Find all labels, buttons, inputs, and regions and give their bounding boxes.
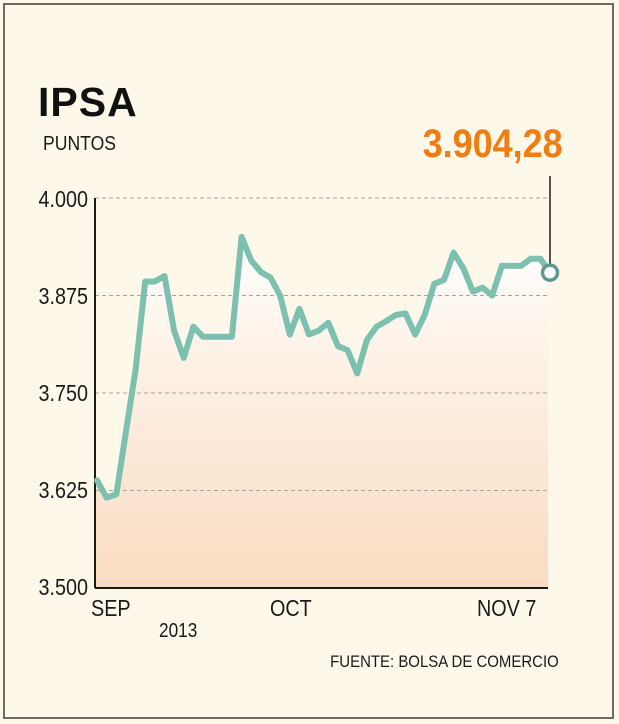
y-tick-label: 4.000 <box>38 186 88 212</box>
x-tick-label: SEP <box>91 595 131 621</box>
area-fill <box>95 237 550 588</box>
gridlines <box>95 197 548 589</box>
x-tick-label: NOV 7 <box>477 595 537 621</box>
series-line-ipsa <box>94 234 553 501</box>
y-tick-label: 3.750 <box>38 380 88 406</box>
chart-title: IPSA <box>38 79 138 125</box>
last-point-marker <box>540 263 560 282</box>
y-tick-label: 3.875 <box>38 283 88 309</box>
chart-subtitle: PUNTOS <box>43 133 117 155</box>
last-value-label: 3.904,28 <box>422 122 563 166</box>
source-note: FUENTE: BOLSA DE COMERCIO <box>330 652 559 671</box>
year-label: 2013 <box>159 620 198 642</box>
x-tick-label: OCT <box>270 595 312 621</box>
y-tick-label: 3.500 <box>38 574 88 600</box>
y-tick-label: 3.625 <box>38 477 88 503</box>
